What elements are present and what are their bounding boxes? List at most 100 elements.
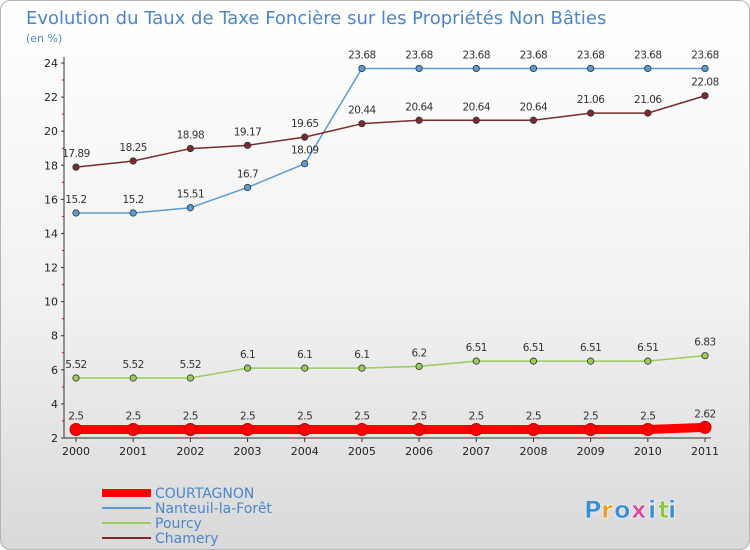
data-point bbox=[415, 64, 423, 73]
data-point bbox=[129, 209, 137, 217]
data-point bbox=[69, 422, 83, 436]
x-tick-label: 2002 bbox=[176, 445, 204, 458]
brand-letter: P bbox=[584, 496, 602, 524]
data-label: 2.5 bbox=[240, 410, 255, 422]
data-point bbox=[301, 160, 309, 168]
data-point bbox=[644, 64, 652, 73]
data-point bbox=[701, 352, 709, 360]
data-label: 21.06 bbox=[577, 94, 605, 106]
x-tick-label: 2010 bbox=[634, 445, 662, 458]
data-point bbox=[358, 120, 366, 128]
plot-area: 15.2 15.2 15.51 16.7 18.09 23.68 23.68 23.68 23.… bbox=[62, 49, 719, 436]
data-point bbox=[358, 364, 366, 372]
data-label: 15.51 bbox=[177, 189, 205, 201]
y-tick-label: 20 bbox=[44, 125, 58, 138]
x-tick-label: 2001 bbox=[119, 445, 147, 458]
y-tick-label: 6 bbox=[51, 364, 58, 377]
data-label: 6.51 bbox=[523, 342, 544, 354]
data-label: 5.52 bbox=[180, 359, 201, 371]
data-point bbox=[472, 357, 480, 365]
data-point bbox=[186, 374, 194, 382]
legend-label-0: COURTAGNON bbox=[155, 486, 254, 502]
data-label: 6.2 bbox=[411, 347, 426, 359]
data-point bbox=[301, 364, 309, 372]
series-line-0 bbox=[71, 422, 710, 434]
data-point bbox=[641, 422, 655, 436]
data-label: 2.5 bbox=[354, 410, 369, 422]
data-point bbox=[587, 109, 595, 117]
data-point bbox=[529, 116, 538, 124]
data-label: 23.68 bbox=[462, 49, 490, 61]
data-label: 2.5 bbox=[469, 410, 484, 422]
data-label: 6.51 bbox=[637, 342, 658, 354]
data-point bbox=[472, 64, 480, 73]
data-point bbox=[243, 183, 252, 192]
data-point bbox=[355, 422, 369, 436]
data-point bbox=[72, 374, 80, 382]
data-point bbox=[469, 422, 483, 436]
series-line-3 bbox=[75, 94, 706, 168]
data-label: 19.17 bbox=[234, 126, 262, 138]
x-tick-label: 2009 bbox=[577, 445, 605, 458]
y-tick-label: 10 bbox=[44, 296, 58, 309]
x-tick-label: 2008 bbox=[519, 445, 547, 458]
data-label: 23.68 bbox=[691, 49, 719, 61]
y-tick-label: 2 bbox=[51, 432, 58, 445]
y-tick-label: 8 bbox=[51, 330, 58, 343]
brand-letter: r bbox=[601, 496, 613, 524]
data-point bbox=[358, 64, 366, 73]
data-point bbox=[701, 92, 709, 100]
data-label: 2.5 bbox=[297, 410, 312, 422]
data-label: 6.83 bbox=[694, 337, 715, 349]
data-label: 6.1 bbox=[297, 349, 312, 361]
brand-letter: t bbox=[658, 496, 669, 524]
series-line-1 bbox=[75, 67, 706, 214]
legend-label-3: Chamery bbox=[155, 531, 219, 547]
data-point bbox=[186, 204, 194, 212]
y-tick-label: 12 bbox=[44, 262, 58, 275]
data-point bbox=[301, 133, 309, 141]
data-label: 23.68 bbox=[348, 49, 376, 61]
data-label: 6.51 bbox=[580, 342, 601, 354]
data-label: 20.64 bbox=[405, 101, 433, 113]
data-point bbox=[241, 422, 255, 436]
y-tick-label: 24 bbox=[44, 57, 58, 70]
y-tick-label: 18 bbox=[44, 159, 58, 172]
data-point bbox=[701, 64, 709, 73]
data-point bbox=[243, 141, 252, 149]
legend-label-2: Pourcy bbox=[155, 516, 202, 532]
data-label: 20.64 bbox=[462, 101, 490, 113]
data-label: 17.89 bbox=[62, 148, 90, 160]
data-label: 16.7 bbox=[237, 168, 258, 180]
data-label: 2.5 bbox=[126, 410, 141, 422]
data-point bbox=[584, 422, 598, 436]
chart-title: Evolution du Taux de Taxe Foncière sur l… bbox=[26, 8, 606, 29]
data-point bbox=[526, 422, 540, 436]
data-point bbox=[644, 357, 652, 365]
data-label: 23.68 bbox=[577, 49, 605, 61]
data-point bbox=[186, 144, 194, 153]
data-point bbox=[183, 422, 197, 436]
data-point bbox=[72, 209, 80, 217]
brand-letter: o bbox=[614, 496, 631, 524]
data-label: 23.68 bbox=[634, 49, 662, 61]
y-tick-label: 16 bbox=[44, 193, 58, 206]
chart-subtitle: (en %) bbox=[26, 32, 62, 45]
data-label: 2.5 bbox=[411, 410, 426, 422]
x-tick-label: 2005 bbox=[348, 445, 376, 458]
data-label: 2.62 bbox=[694, 408, 715, 420]
data-point bbox=[587, 357, 595, 365]
data-point bbox=[126, 422, 140, 436]
data-point bbox=[415, 116, 423, 124]
data-point bbox=[243, 364, 252, 372]
data-point bbox=[72, 163, 80, 171]
x-tick-label: 2006 bbox=[405, 445, 433, 458]
data-label: 20.44 bbox=[348, 105, 376, 117]
data-point bbox=[644, 109, 652, 117]
data-label: 2.5 bbox=[640, 410, 655, 422]
brand-letter: x bbox=[631, 496, 647, 524]
data-label: 15.2 bbox=[65, 194, 86, 206]
